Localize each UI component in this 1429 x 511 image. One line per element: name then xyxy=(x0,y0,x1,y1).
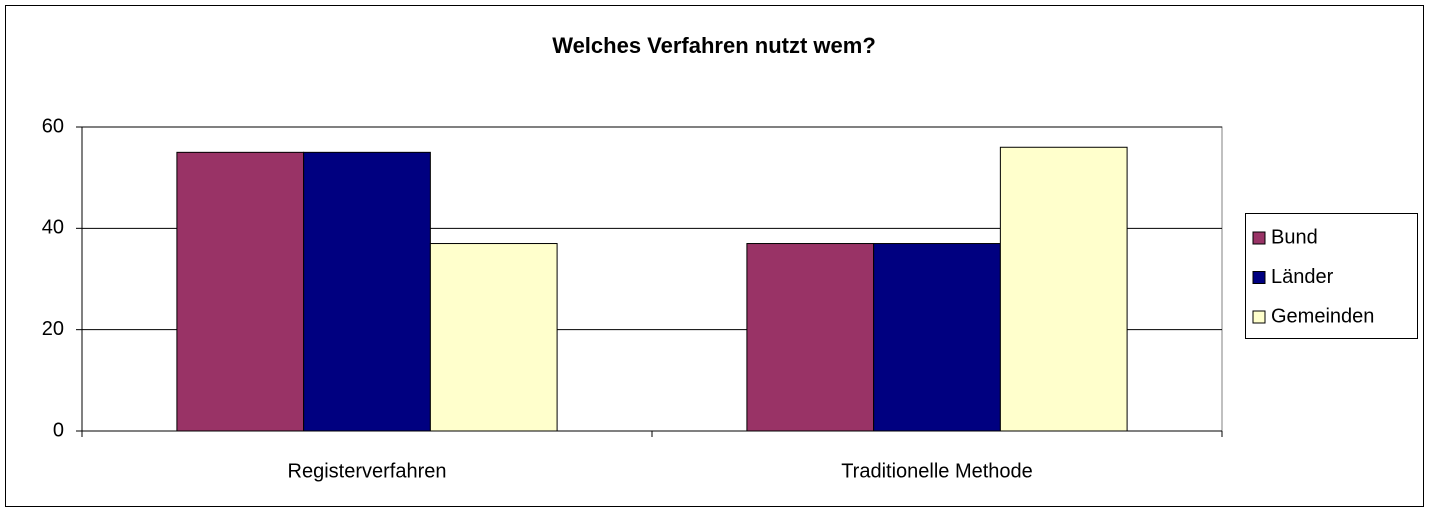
legend-swatch xyxy=(1252,231,1266,245)
bar xyxy=(176,151,305,432)
x-tick-label: Registerverfahren xyxy=(288,460,447,482)
y-tick-label: 40 xyxy=(42,217,64,239)
bar xyxy=(746,243,875,432)
legend xyxy=(1245,213,1418,339)
x-tick-label: Traditionelle Methode xyxy=(841,460,1033,482)
y-tick-label: 60 xyxy=(42,115,64,137)
bar xyxy=(429,243,558,432)
bar xyxy=(873,243,1001,432)
y-tick-label: 0 xyxy=(53,419,64,441)
legend-label: Gemeinden xyxy=(1271,305,1374,327)
legend-swatch xyxy=(1252,271,1266,284)
bar xyxy=(303,151,431,432)
y-tick-label: 20 xyxy=(42,318,64,340)
bar xyxy=(999,146,1128,432)
chart-title: Welches Verfahren nutzt wem? xyxy=(552,33,876,58)
legend-label: Bund xyxy=(1271,226,1318,248)
legend-swatch xyxy=(1252,310,1266,324)
legend-label: Länder xyxy=(1271,266,1334,288)
